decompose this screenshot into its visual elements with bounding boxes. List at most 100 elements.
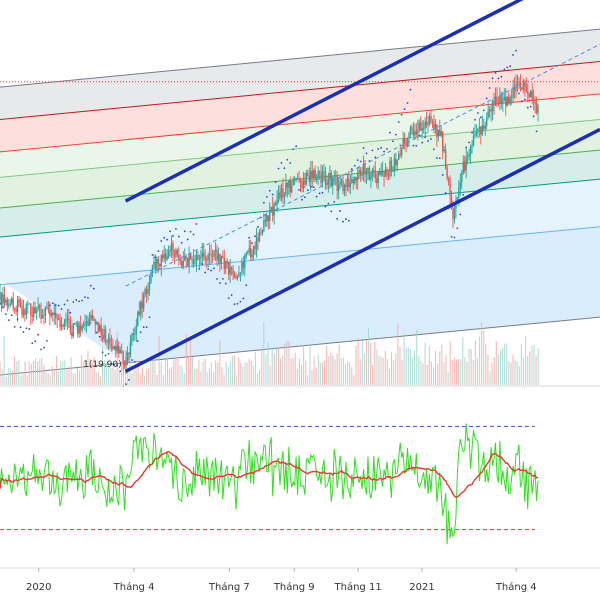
sar-dot (456, 227, 459, 230)
sar-dot (474, 118, 476, 121)
volume-bar (296, 368, 298, 385)
candle-body (213, 251, 215, 257)
candle-body (211, 255, 214, 257)
volume-bar (458, 359, 460, 385)
candle-body (40, 308, 42, 319)
sar-dot (37, 333, 40, 336)
candle-body (308, 175, 311, 182)
candle-body (367, 167, 369, 171)
candle-body (527, 91, 529, 94)
sar-dot (0, 302, 1, 305)
candle-body (437, 129, 440, 137)
candle-body (2, 294, 4, 305)
sar-dot (342, 220, 344, 223)
volume-bar (357, 337, 359, 385)
candle-body (440, 131, 442, 136)
candle-body (59, 319, 61, 328)
candle-body (299, 179, 302, 183)
candle-body (138, 311, 140, 315)
volume-bar (236, 375, 238, 385)
sar-dot (16, 318, 19, 321)
candle-body (142, 295, 145, 309)
candle-body (289, 180, 291, 193)
volume-bar (87, 350, 89, 385)
volume-bar (455, 359, 458, 385)
candle-body (44, 307, 47, 316)
candle-body (420, 122, 422, 131)
candle-body (85, 321, 88, 324)
volume-bar (391, 351, 393, 385)
candle-body (337, 184, 340, 191)
volume-bar (533, 344, 535, 385)
osc-value-line (0, 423, 539, 545)
candle-body (47, 307, 50, 310)
sar-dot (172, 235, 174, 237)
candle-body (115, 346, 117, 351)
sar-dot (515, 49, 517, 52)
candle-body (144, 288, 146, 296)
candle-body (245, 253, 247, 256)
candle-body (94, 319, 96, 325)
candle-body (120, 350, 123, 352)
candle-body (172, 243, 174, 256)
candle-body (393, 158, 396, 171)
candle-body (431, 120, 434, 123)
candle-body (475, 132, 478, 135)
volume-bar (252, 365, 254, 385)
sar-dot (482, 109, 485, 112)
volume-bar (489, 371, 491, 385)
volume-bar (328, 356, 330, 385)
volume-bar (466, 361, 468, 385)
volume-bar (378, 355, 380, 385)
sar-dot (427, 140, 429, 142)
sar-dot (327, 202, 330, 205)
candle-body (502, 100, 504, 104)
volume-bar (78, 370, 81, 385)
sar-dot (98, 335, 101, 338)
volume-bar (516, 361, 518, 385)
candle-body (358, 170, 360, 174)
volume-bar (359, 359, 361, 385)
candle-body (384, 169, 387, 177)
volume-bar (259, 369, 261, 385)
sar-dot (7, 319, 10, 322)
volume-bar (89, 358, 91, 385)
volume-bar (112, 367, 114, 385)
sar-dot (251, 242, 254, 245)
candle-body (293, 178, 296, 180)
candle-body (349, 183, 352, 188)
candle-body (359, 170, 362, 176)
candle-body (339, 181, 341, 185)
candle-body (400, 148, 403, 155)
candle-body (395, 158, 397, 166)
volume-bar (468, 348, 470, 385)
candle-body (192, 259, 195, 264)
volume-bar (271, 347, 273, 385)
volume-bar (518, 366, 520, 385)
sar-dot (330, 210, 333, 213)
candle-body (399, 154, 401, 155)
candle-body (368, 167, 371, 180)
sar-dot (72, 301, 75, 303)
volume-bar (487, 354, 489, 385)
candle-body (387, 175, 390, 177)
candle-body (298, 178, 300, 180)
candle-body (87, 321, 89, 326)
sar-dot (488, 87, 491, 89)
sar-dot (465, 146, 468, 149)
sar-dot (391, 140, 394, 143)
candle-body (145, 288, 148, 294)
candle-body (296, 178, 299, 180)
sar-dot (394, 133, 397, 136)
volume-bar (340, 358, 342, 385)
sar-dot (201, 263, 204, 265)
volume-bar (76, 367, 78, 385)
candle-body (279, 192, 281, 198)
volume-bar (240, 362, 242, 385)
volume-bar (171, 367, 173, 385)
candle-body (324, 171, 327, 185)
volume-bar (49, 375, 51, 385)
candle-body (340, 180, 343, 182)
candle-body (68, 318, 70, 320)
volume-bar (263, 321, 265, 385)
